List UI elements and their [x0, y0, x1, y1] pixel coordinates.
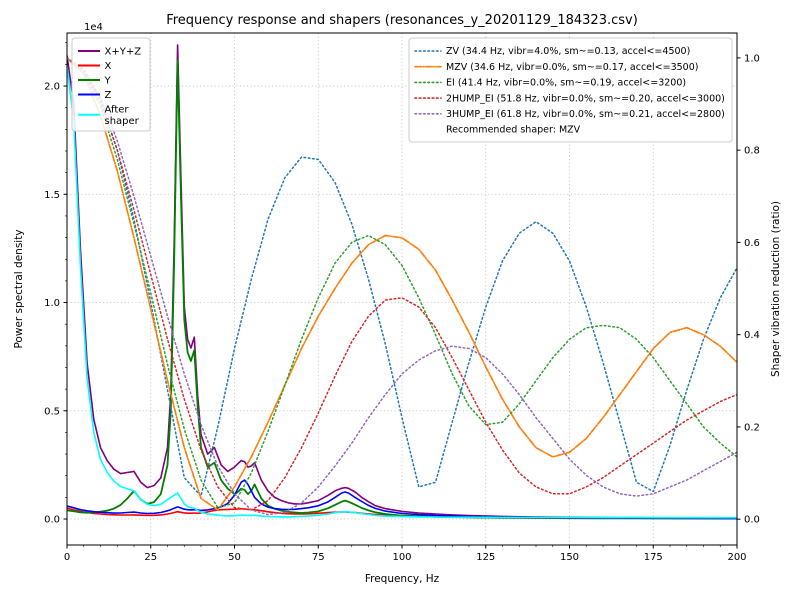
legend-item-label: Z	[105, 90, 112, 101]
y-left-tick-label: 0.0	[44, 515, 60, 526]
x-tick-label: 100	[392, 552, 411, 563]
x-tick-label: 50	[228, 552, 241, 563]
curve-3hump-ei	[67, 57, 737, 516]
curves	[67, 44, 737, 520]
y-right-tick-label: 0.2	[744, 422, 760, 433]
legend-item-label: Y	[104, 76, 112, 87]
x-tick-label: 0	[64, 552, 70, 563]
curve-z	[67, 479, 737, 520]
curve-x-y-z	[67, 44, 737, 519]
curve-ei	[67, 57, 737, 509]
legend-item-label: ZV (34.4 Hz, vibr=4.0%, sm~=0.13, accel<…	[446, 46, 690, 57]
curve-after-shaper	[67, 65, 737, 519]
x-tick-label: 150	[560, 552, 579, 563]
y-left-tick-label: 2.0	[44, 82, 60, 93]
chart-title: Frequency response and shapers (resonanc…	[166, 13, 638, 28]
y-left-tick-label: 0.5	[44, 406, 60, 417]
legend-item-label: MZV (34.6 Hz, vibr=0.0%, sm~=0.17, accel…	[446, 62, 698, 73]
legend-item-label: shaper	[105, 116, 140, 127]
y-left-tick-label: 1.5	[44, 190, 60, 201]
grid	[66, 33, 738, 545]
legend-box	[408, 37, 733, 143]
axis-ticks: 0 25 50 75 100 125 150 175 200 0.0 0.5 1.0 1.5 2.0 0.0…	[44, 42, 760, 563]
legend-item-label: X+Y+Z	[105, 47, 142, 58]
curve-2hump-ei	[67, 57, 737, 511]
x-axis-label: Frequency, Hz	[365, 573, 440, 585]
x-tick-label: 75	[312, 552, 325, 563]
y-left-axis-label: Power spectral density	[13, 229, 25, 348]
legend-item-label: X	[105, 61, 112, 72]
legend-footer-recommended-shaper: Recommended shaper: MZV	[446, 125, 581, 136]
y-right-tick-label: 0.6	[744, 238, 760, 249]
legend-item-label: EI (41.4 Hz, vibr=0.0%, sm~=0.19, accel<…	[446, 78, 686, 89]
legend-item-label: 2HUMP_EI (51.8 Hz, vibr=0.0%, sm~=0.20, …	[446, 93, 725, 104]
curve-mzv	[67, 57, 737, 511]
y-right-axis-label: Shaper vibration reduction (ratio)	[770, 201, 782, 377]
legend-box	[71, 37, 151, 132]
x-tick-label: 175	[644, 552, 663, 563]
y-right-tick-label: 0.4	[744, 330, 760, 341]
x-tick-label: 25	[144, 552, 157, 563]
y-left-offset-text: 1e4	[84, 22, 103, 33]
legend-item-label: 3HUMP_EI (61.8 Hz, vibr=0.0%, sm~=0.21, …	[446, 109, 725, 120]
y-left-tick-label: 1.0	[44, 298, 60, 309]
y-right-tick-label: 1.0	[744, 53, 760, 64]
y-right-tick-label: 0.0	[744, 515, 760, 526]
x-tick-label: 200	[727, 552, 746, 563]
legend-item-label: After	[105, 105, 130, 116]
x-tick-label: 125	[476, 552, 495, 563]
legend-shapers: ZV (34.4 Hz, vibr=4.0%, sm~=0.13, accel<…	[408, 37, 733, 143]
curve-zv	[67, 57, 737, 497]
y-right-tick-label: 0.8	[744, 146, 760, 157]
